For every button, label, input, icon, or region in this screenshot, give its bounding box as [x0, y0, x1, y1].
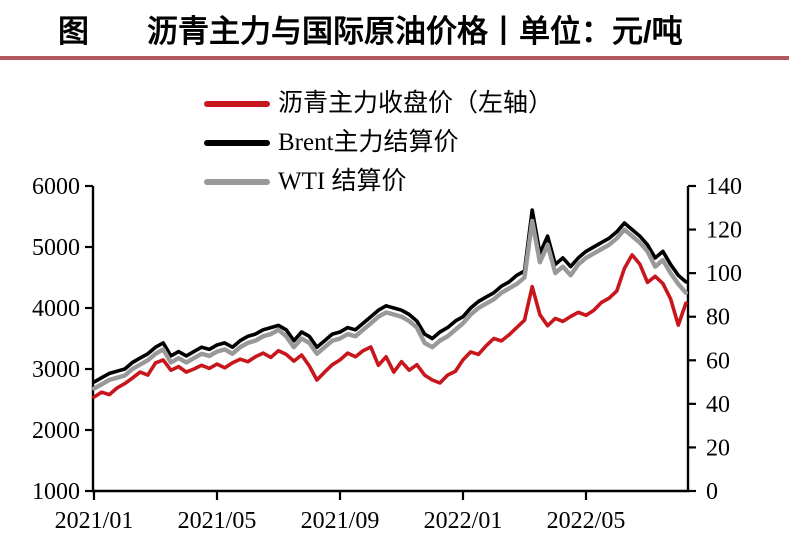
chart-legend: 沥青主力收盘价（左轴） Brent主力结算价 WTI 结算价: [204, 84, 553, 201]
wti-line-swatch: [204, 178, 270, 185]
brent-price-line: [92, 208, 688, 384]
y-axis-right-tick-label: 0: [706, 479, 718, 505]
y-axis-right-tick-label: 60: [706, 348, 730, 374]
asphalt-line-swatch: [204, 100, 270, 107]
title-divider-rule: [0, 56, 789, 60]
legend-label-brent: Brent主力结算价: [278, 129, 459, 156]
brent-line-swatch: [204, 139, 270, 146]
y-axis-left-tick-label: 2000: [32, 418, 80, 444]
y-axis-left-tick-label: 4000: [32, 296, 80, 322]
y-axis-right-tick-label: 120: [706, 218, 742, 244]
legend-label-wti: WTI 结算价: [278, 168, 407, 195]
legend-label-asphalt: 沥青主力收盘价（左轴）: [278, 90, 554, 117]
x-axis-tick-label: 2021/01: [55, 508, 134, 534]
y-axis-left-tick-label: 1000: [32, 479, 80, 505]
asphalt-price-line: [92, 253, 688, 399]
x-axis-tick-label: 2021/05: [178, 508, 257, 534]
y-axis-left-tick-label: 5000: [32, 235, 80, 261]
x-axis-tick-label: 2022/01: [424, 508, 503, 534]
y-axis-right-tick-label: 80: [706, 305, 730, 331]
legend-item-asphalt: 沥青主力收盘价（左轴）: [204, 84, 553, 123]
y-axis-right-tick-label: 20: [706, 435, 730, 461]
wti-price-line: [91, 218, 689, 391]
legend-item-wti: WTI 结算价: [204, 162, 553, 201]
y-axis-left-tick-label: 3000: [32, 357, 80, 383]
x-axis-tick-label: 2021/09: [301, 508, 380, 534]
y-axis-right-tick-label: 140: [706, 174, 742, 200]
axis-frame: [91, 186, 690, 493]
figure-title-row: 图 沥青主力与国际原油价格丨单位：元/吨: [58, 12, 683, 52]
y-axis-left-tick-label: 6000: [32, 174, 80, 200]
legend-item-brent: Brent主力结算价: [204, 123, 553, 162]
y-axis-right-tick-label: 100: [706, 261, 742, 287]
y-axis-right-tick-label: 40: [706, 392, 730, 418]
figure-label: 图: [58, 14, 89, 49]
figure-title: 沥青主力与国际原油价格丨单位：元/吨: [147, 14, 683, 49]
x-axis-tick-label: 2022/05: [547, 508, 626, 534]
